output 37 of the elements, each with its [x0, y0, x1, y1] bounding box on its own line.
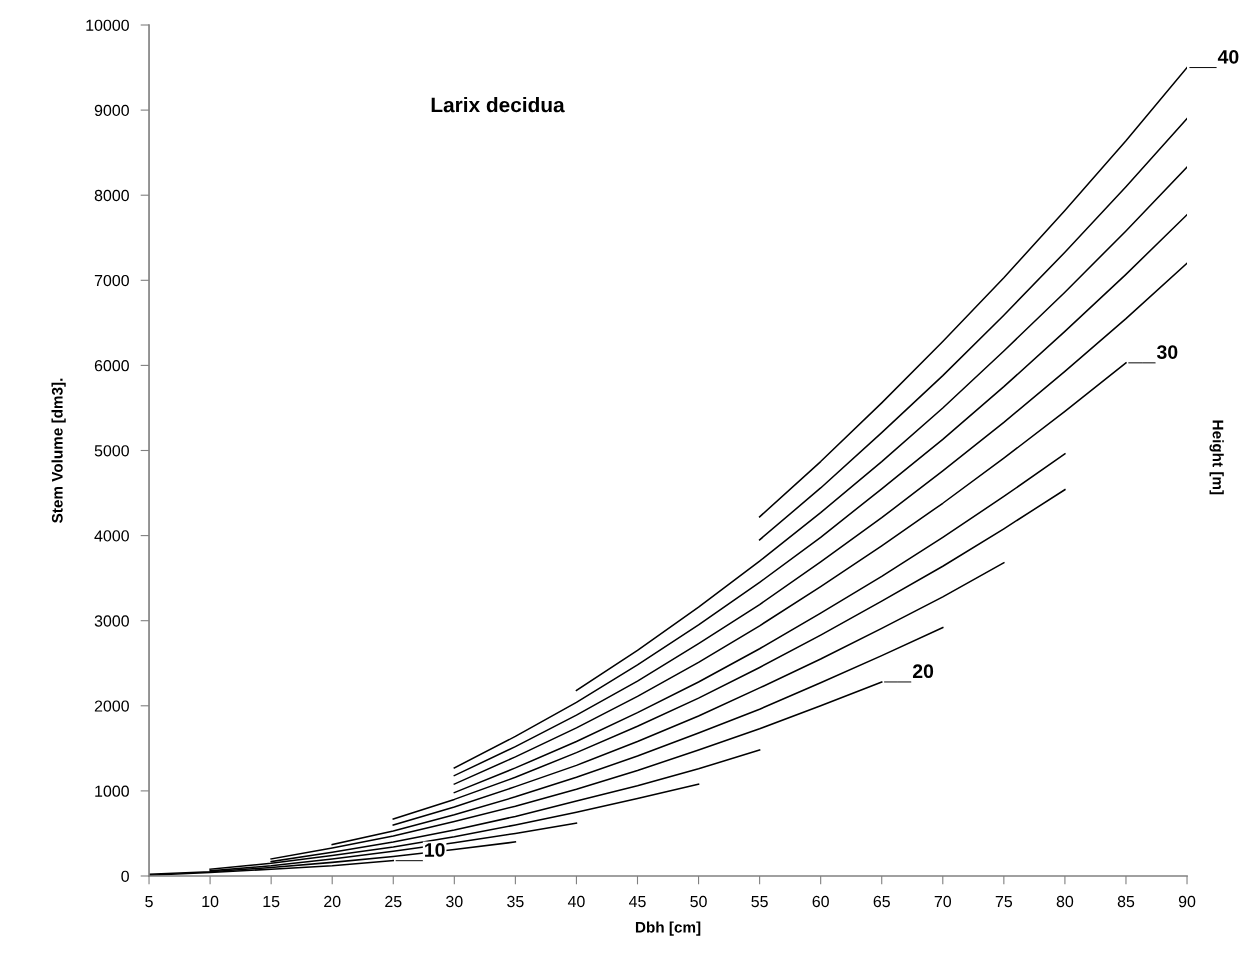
y-tick-label: 8000 [94, 189, 129, 202]
x-tick-label: 40 [567, 895, 585, 908]
y-tick-label: 10000 [86, 19, 129, 31]
y-tick-label: 9000 [94, 104, 129, 117]
y-tick-label: 5000 [94, 445, 129, 457]
annotation: 10 [425, 843, 445, 857]
x-tick-label: 20 [324, 895, 341, 908]
x-tick-label: 30 [446, 895, 463, 908]
x-tick-label: 80 [1056, 895, 1074, 908]
y-tick-label: 6000 [94, 360, 129, 372]
x-tick-label: 65 [873, 895, 890, 908]
x-tick-label: 45 [628, 896, 646, 908]
x-tick-label: 5 [145, 896, 153, 908]
x-tick-label: 25 [385, 895, 402, 908]
y2-axis-title: Height [m] [1209, 420, 1224, 495]
x-axis-title: Dbh [cm] [635, 921, 701, 936]
y-tick-label: 3000 [94, 615, 129, 627]
y-tick-label: 0 [121, 870, 129, 882]
y-tick-label: 7000 [94, 274, 129, 287]
x-tick-label: 10 [202, 895, 219, 908]
y-axis-title: Stem Volume [dm3]. [51, 378, 66, 523]
x-tick-label: 50 [690, 895, 707, 908]
text: Larix decidua [431, 96, 565, 113]
x-tick-label: 60 [812, 895, 829, 908]
y-tick-label: 1000 [95, 785, 129, 797]
y-tick-label: 2000 [94, 700, 129, 712]
y-tick-label: 4000 [94, 530, 129, 542]
x-tick-label: 35 [507, 895, 524, 908]
x-tick-label: 75 [995, 896, 1013, 908]
annotation: 30 [1156, 345, 1178, 360]
annotation: 40 [1217, 49, 1239, 64]
x-tick-label: 85 [1117, 895, 1135, 908]
x-tick-label: 70 [934, 895, 952, 908]
x-tick-label: 90 [1178, 895, 1196, 908]
x-tick-label: 15 [263, 896, 280, 908]
x-tick-label: 55 [751, 896, 768, 908]
annotation: 20 [912, 664, 934, 679]
